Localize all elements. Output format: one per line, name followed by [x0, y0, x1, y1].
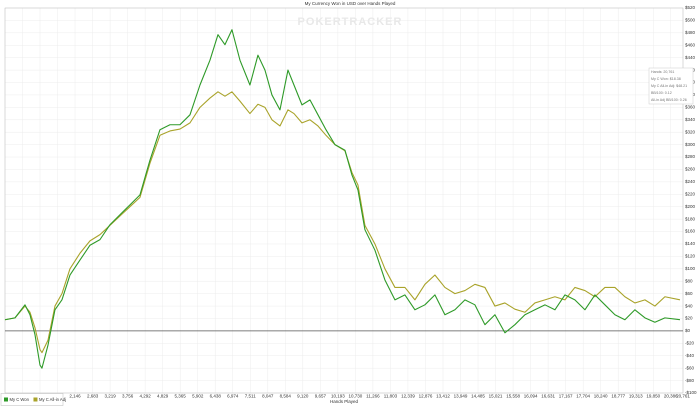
- x-tick-label: 9,657: [315, 394, 327, 399]
- x-tick-label: 10,730: [349, 394, 363, 399]
- y-tick-label: $180: [685, 216, 696, 221]
- chart-title: My Currency Won in USD over Hands Played: [305, 1, 396, 6]
- x-tick-label: 16,094: [524, 394, 538, 399]
- y-tick-label: $0: [685, 328, 691, 333]
- x-tick-label: 3,219: [104, 394, 116, 399]
- y-tick-label: $460: [685, 42, 696, 47]
- x-tick-label: 12,876: [419, 394, 433, 399]
- y-tick-label: $260: [685, 167, 696, 172]
- x-tick-label: 13,412: [436, 394, 450, 399]
- y-tick-label: -$80: [685, 378, 695, 383]
- y-tick-label: $100: [685, 266, 696, 271]
- x-tick-label: 18,240: [594, 394, 608, 399]
- y-tick-label: $220: [685, 191, 696, 196]
- y-tick-label: $200: [685, 204, 696, 209]
- legend-label: My C Won: [10, 397, 30, 402]
- x-tick-label: 15,021: [489, 394, 503, 399]
- y-tick-label: $20: [685, 316, 693, 321]
- y-tick-label: $480: [685, 30, 696, 35]
- y-tick-label: $500: [685, 18, 696, 23]
- info-box-line: BB/100: 0.12: [651, 91, 672, 95]
- x-tick-label: 19,313: [629, 394, 643, 399]
- legend-swatch: [33, 397, 38, 402]
- legend-swatch: [4, 397, 8, 402]
- series-line: [4, 91, 681, 354]
- y-tick-label: -$100: [685, 390, 697, 395]
- y-tick-label: $140: [685, 241, 696, 246]
- x-tick-label: 7,511: [245, 394, 256, 399]
- x-tick-label: 2,146: [69, 394, 81, 399]
- x-tick-label: 16,631: [541, 394, 555, 399]
- y-tick-label: -$20: [685, 341, 695, 346]
- x-tick-label: 11,266: [366, 394, 380, 399]
- y-tick-label: $160: [685, 229, 696, 234]
- info-box-line: My C Won: $18.38: [651, 77, 681, 81]
- series-line: [4, 29, 681, 369]
- x-tick-label: 4,292: [140, 394, 152, 399]
- y-tick-label: $240: [685, 179, 696, 184]
- x-tick-label: 8,584: [280, 394, 292, 399]
- y-tick-label: $280: [685, 154, 696, 159]
- x-tick-label: 6,974: [227, 394, 239, 399]
- x-tick-label: 15,558: [506, 394, 520, 399]
- x-tick-label: 5,365: [175, 394, 187, 399]
- info-box: Hands: 20,761 My C Won: $18.38 My C All-in…: [648, 67, 694, 105]
- y-tick-label: $340: [685, 117, 696, 122]
- info-box-line: Hands: 20,761: [651, 70, 674, 74]
- x-tick-label: 17,167: [559, 394, 573, 399]
- legend-label: My C All-in Adj: [39, 397, 66, 402]
- x-tick-label: 4,829: [157, 394, 169, 399]
- x-tick-label: 13,949: [454, 394, 468, 399]
- x-tick-label: 18,777: [611, 394, 625, 399]
- x-tick-label: 5,902: [192, 394, 204, 399]
- watermark: POKERTRACKER: [298, 16, 403, 28]
- info-box-frame: [648, 67, 694, 105]
- x-tick-label: 11,803: [384, 394, 398, 399]
- x-tick-label: 2,683: [87, 394, 99, 399]
- x-tick-label: 6,438: [210, 394, 222, 399]
- x-tick-label: 17,704: [576, 394, 590, 399]
- x-tick-label: 20,761: [676, 394, 690, 399]
- x-tick-label: 10,193: [331, 394, 345, 399]
- x-tick-label: 14,485: [471, 394, 485, 399]
- y-tick-label: -$60: [685, 365, 695, 370]
- y-tick-label: -$40: [685, 353, 695, 358]
- y-tick-label: $60: [685, 291, 693, 296]
- y-tick-label: $40: [685, 303, 693, 308]
- y-tick-label: $520: [685, 5, 696, 10]
- legend: My C Won My C All-in Adj: [0, 393, 66, 406]
- y-tick-label: $320: [685, 129, 696, 134]
- y-tick-label: $300: [685, 142, 696, 147]
- y-tick-label: $360: [685, 105, 696, 110]
- info-box-line: All-in Adj BB/100: 0.26: [651, 98, 687, 102]
- y-tick-label: $440: [685, 55, 696, 60]
- plot-border: [4, 7, 684, 394]
- x-tick-label: 12,339: [401, 394, 415, 399]
- x-axis-label: Hands Played: [330, 399, 359, 404]
- y-tick-label: $120: [685, 254, 696, 259]
- x-tick-label: 19,850: [646, 394, 660, 399]
- x-tick-label: 3,756: [122, 394, 134, 399]
- y-tick-label: $80: [685, 278, 693, 283]
- x-tick-label: 8,047: [262, 394, 274, 399]
- x-tick-label: 20,386: [664, 394, 678, 399]
- x-tick-label: 9,120: [297, 394, 309, 399]
- info-box-line: My C All-in Adj: $48.21: [651, 84, 687, 88]
